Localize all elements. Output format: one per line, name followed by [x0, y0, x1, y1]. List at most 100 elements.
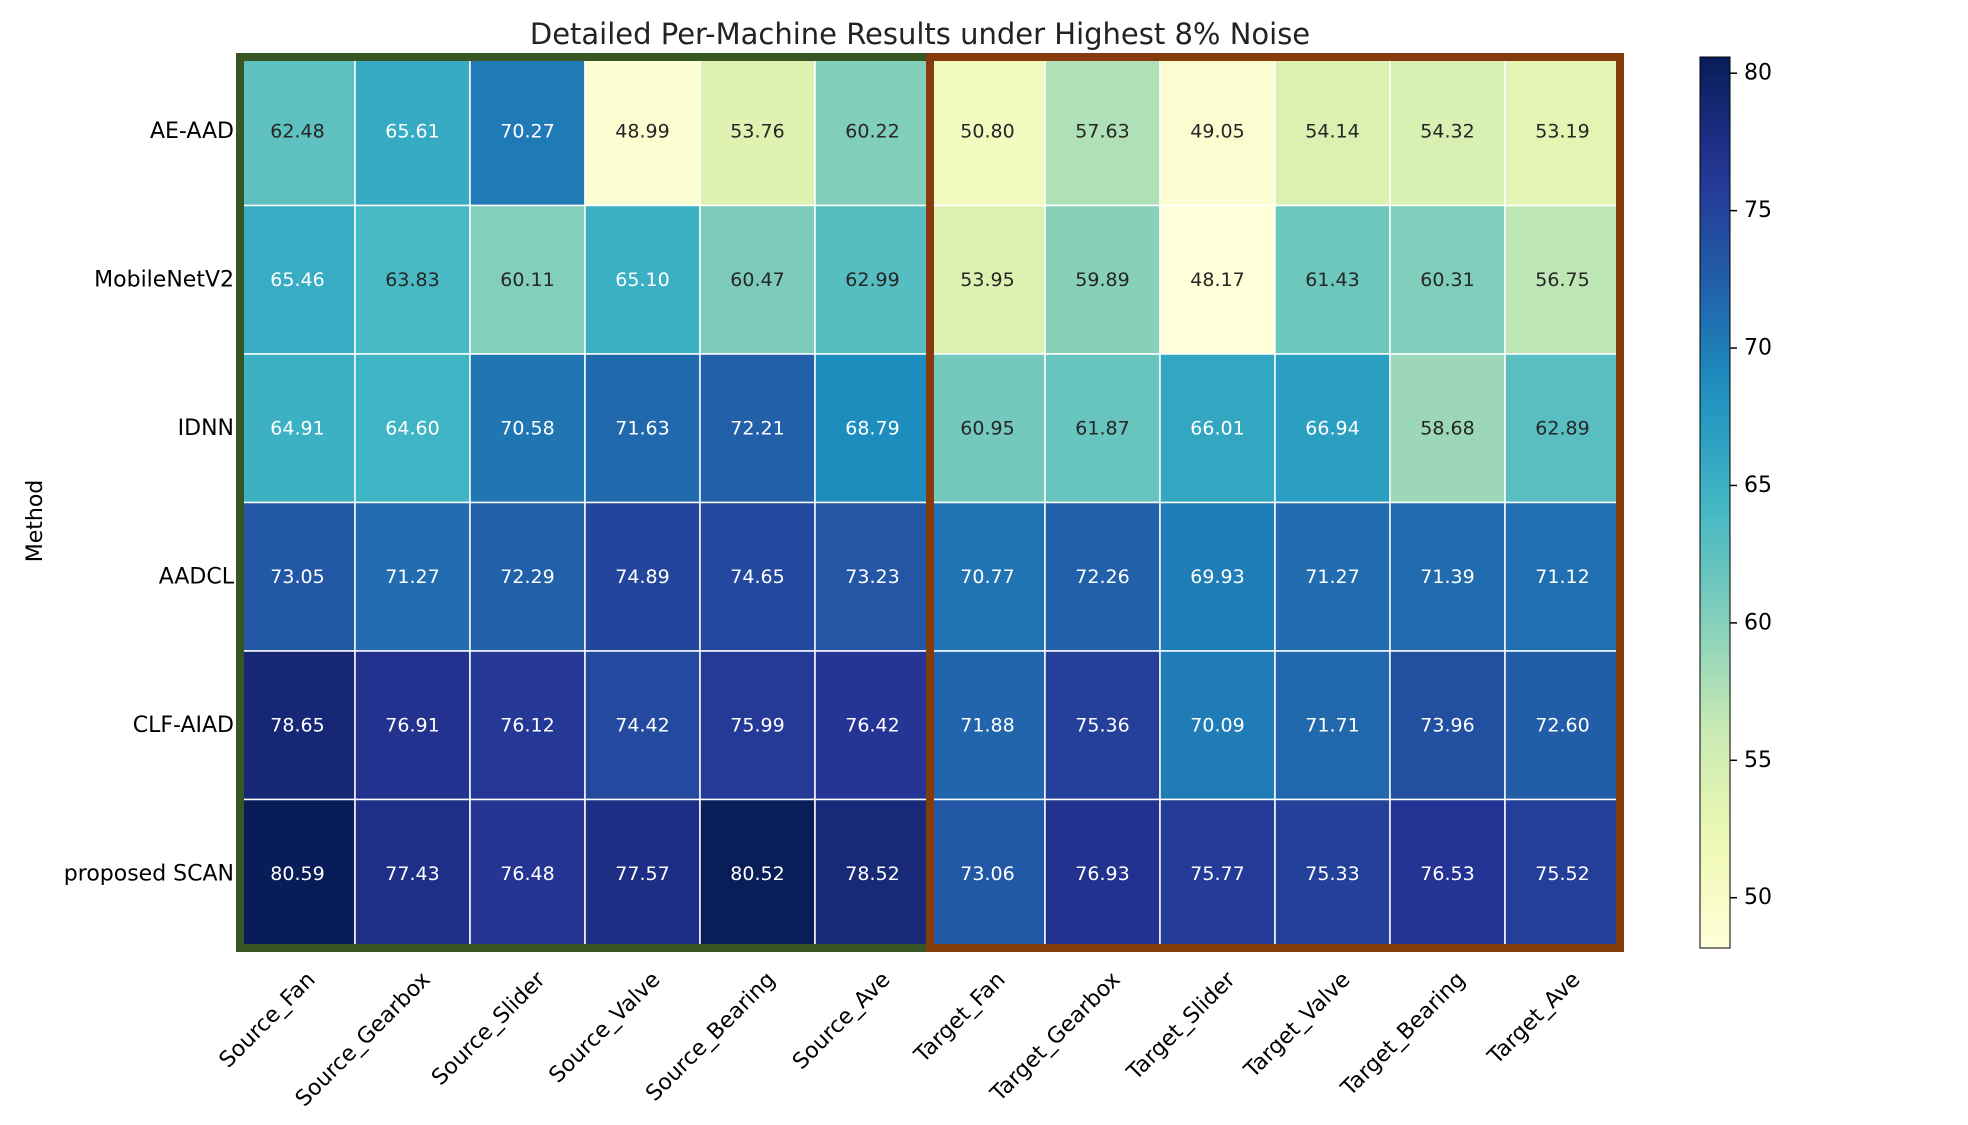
heatmap-cells [239, 56, 1621, 949]
cell-value-label: 60.11 [500, 269, 554, 291]
heatmap-cell [929, 650, 1046, 801]
heatmap-cell [1504, 353, 1621, 504]
column-label: Target_Bearing [1336, 967, 1471, 1102]
heatmap-cell [1274, 56, 1391, 207]
row-labels: AE-AAD MobileNetV2 IDNN AADCL CLF-AIAD propos… [64, 119, 235, 887]
heatmap-cell [469, 501, 586, 652]
cell-value-label: 53.76 [730, 120, 784, 142]
cell-value-label: 49.05 [1190, 120, 1244, 142]
cell-value-label: 48.99 [615, 120, 669, 142]
cell-value-label: 70.77 [960, 566, 1014, 588]
cell-value-label: 72.29 [500, 566, 554, 588]
heatmap-cell [1044, 798, 1161, 949]
cell-value-label: 60.95 [960, 417, 1014, 439]
heatmap-cell [1044, 204, 1161, 355]
heatmap-cell [584, 204, 701, 355]
heatmap-cell [814, 798, 931, 949]
cell-value-label: 64.60 [385, 417, 439, 439]
heatmap-cell [354, 501, 471, 652]
heatmap-cell [1044, 650, 1161, 801]
heatmap-cell [469, 650, 586, 801]
cell-value-label: 66.01 [1190, 417, 1244, 439]
cell-value-label: 66.94 [1305, 417, 1359, 439]
cell-value-label: 73.05 [270, 566, 324, 588]
heatmap-cell [699, 353, 816, 504]
cell-value-label: 62.99 [845, 269, 899, 291]
group-highlight-boxes [236, 53, 1624, 952]
heatmap-cell [354, 650, 471, 801]
column-label: Source_Fan [215, 967, 321, 1073]
heatmap-cell [469, 353, 586, 504]
heatmap-cell [1159, 798, 1276, 949]
cell-value-label: 53.19 [1535, 120, 1589, 142]
cell-value-label: 70.27 [500, 120, 554, 142]
heatmap-cell [239, 204, 356, 355]
colorbar-tick-label: 65 [1744, 473, 1772, 498]
cell-value-label: 48.17 [1190, 269, 1244, 291]
cell-value-label: 76.12 [500, 714, 554, 736]
colorbar-gradient [1699, 56, 1731, 949]
cell-value-label: 76.93 [1075, 863, 1129, 885]
heatmap-cell [584, 798, 701, 949]
cell-value-label: 70.58 [500, 417, 554, 439]
cell-value-label: 62.89 [1535, 417, 1589, 439]
column-label: Source_Slider [427, 967, 551, 1091]
cell-value-label: 76.53 [1420, 863, 1474, 885]
cell-value-label: 80.52 [730, 863, 784, 885]
cell-value-label: 69.93 [1190, 566, 1244, 588]
heatmap-cell [1159, 204, 1276, 355]
column-label: Target_Ave [1483, 967, 1586, 1070]
column-label: Source_Ave [788, 967, 895, 1074]
heatmap-cell [929, 204, 1046, 355]
cell-value-label: 72.21 [730, 417, 784, 439]
cell-value-label: 75.77 [1190, 863, 1244, 885]
heatmap-cell [1389, 353, 1506, 504]
cell-value-label: 60.47 [730, 269, 784, 291]
colorbar: 50 55 60 65 70 75 80 [1699, 56, 1772, 949]
cell-value-label: 73.23 [845, 566, 899, 588]
row-label: CLF-AIAD [133, 713, 234, 738]
heatmap-cell [814, 56, 931, 207]
cell-value-label: 76.42 [845, 714, 899, 736]
cell-value-label: 50.80 [960, 120, 1014, 142]
heatmap-cell [239, 501, 356, 652]
heatmap-cell [239, 56, 356, 207]
chart-title: Detailed Per-Machine Results under Highe… [530, 17, 1310, 51]
cell-value-label: 56.75 [1535, 269, 1589, 291]
heatmap-cell [239, 650, 356, 801]
heatmap-cell [1274, 798, 1391, 949]
row-label: MobileNetV2 [94, 267, 234, 292]
column-label: Target_Valve [1239, 967, 1355, 1083]
cell-value-label: 71.88 [960, 714, 1014, 736]
cell-value-label: 61.87 [1075, 417, 1129, 439]
cell-value-label: 75.36 [1075, 714, 1129, 736]
cell-value-label: 75.33 [1305, 863, 1359, 885]
cell-value-label: 59.89 [1075, 269, 1129, 291]
heatmap-cell [814, 650, 931, 801]
cell-value-label: 62.48 [270, 120, 324, 142]
heatmap-cell [929, 501, 1046, 652]
column-label: Source_Valve [545, 967, 666, 1088]
cell-value-label: 53.95 [960, 269, 1014, 291]
cell-value-label: 65.61 [385, 120, 439, 142]
cell-value-label: 75.99 [730, 714, 784, 736]
column-label: Target_Fan [909, 967, 1010, 1068]
cell-value-label: 54.32 [1420, 120, 1474, 142]
cell-value-label: 71.12 [1535, 566, 1589, 588]
cell-value-label: 72.60 [1535, 714, 1589, 736]
heatmap-cell-labels: 62.48 65.61 70.27 48.99 53.76 60.22 50.80 57.63… [270, 120, 1589, 885]
heatmap-cell [814, 501, 931, 652]
cell-value-label: 76.48 [500, 863, 554, 885]
cell-value-label: 80.59 [270, 863, 324, 885]
group-highlight-box [926, 53, 1624, 952]
heatmap-cell [354, 56, 471, 207]
cell-value-label: 68.79 [845, 417, 899, 439]
heatmap-cell [584, 56, 701, 207]
cell-value-label: 77.57 [615, 863, 669, 885]
row-label: proposed SCAN [64, 861, 234, 886]
heatmap-cell [1389, 501, 1506, 652]
heatmap-cell [239, 353, 356, 504]
cell-value-label: 61.43 [1305, 269, 1359, 291]
cell-value-label: 74.65 [730, 566, 784, 588]
